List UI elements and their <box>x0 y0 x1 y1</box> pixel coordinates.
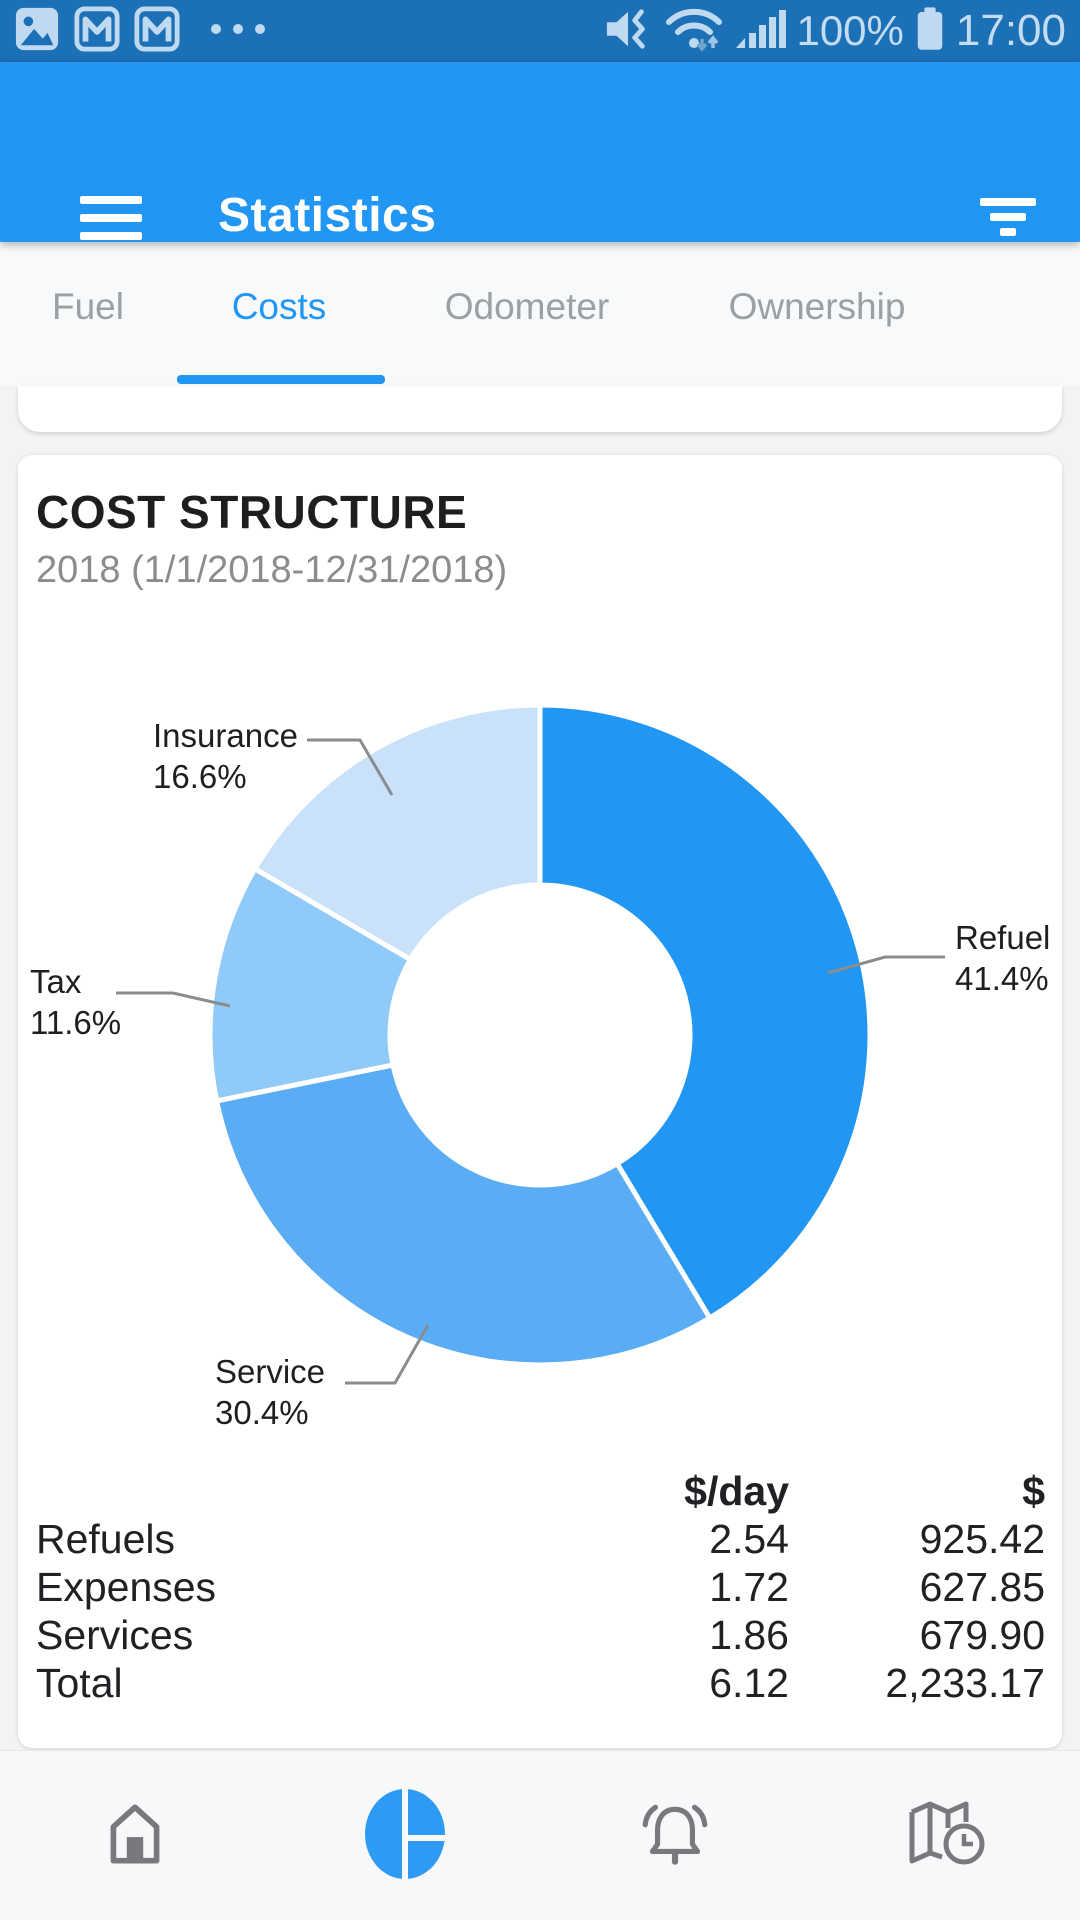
donut-slice-refuel <box>537 702 873 1322</box>
more-dots-icon <box>206 19 270 44</box>
battery-percent: 100% <box>796 7 904 54</box>
battery-icon <box>914 5 946 58</box>
table-row: Expenses 1.72 627.85 <box>36 1563 1045 1610</box>
nav-reminders[interactable] <box>540 1751 810 1920</box>
bottom-navigation <box>0 1750 1080 1920</box>
donut-slice-tax <box>207 865 414 1104</box>
leader-line-tax <box>116 991 231 1008</box>
table-header-row: $/day $ <box>36 1467 1045 1515</box>
gmail-icon <box>134 5 180 57</box>
photo-icon <box>14 6 60 57</box>
gmail-icon <box>74 5 120 57</box>
slice-label-tax: Tax 11.6% <box>30 963 122 1041</box>
nav-home[interactable] <box>0 1751 270 1920</box>
table-row-total: Total 6.12 2,233.17 <box>36 1659 1045 1706</box>
col-header-total: $ <box>1022 1467 1045 1514</box>
tab-bar: Fuel Costs Odometer Ownership <box>0 242 1080 386</box>
col-header-per-day: $/day <box>684 1467 789 1514</box>
leader-line-refuel <box>827 955 945 975</box>
map-clock-icon <box>902 1795 988 1878</box>
donut-slice-insurance <box>251 702 543 963</box>
tab-odometer[interactable]: Odometer <box>444 286 610 327</box>
leader-line-insurance <box>307 738 394 796</box>
leader-line-service <box>345 1324 430 1385</box>
page-title: Statistics <box>218 189 437 242</box>
slice-label-insurance: Insurance 16.6% <box>153 717 298 795</box>
table-row: Refuels 2.54 925.42 <box>36 1515 1045 1562</box>
tab-ownership[interactable]: Ownership <box>728 286 906 327</box>
donut-chart[interactable] <box>18 455 1062 1748</box>
status-bar: 100% 17:00 <box>0 0 1080 62</box>
nav-statistics[interactable] <box>270 1751 540 1920</box>
cost-summary-table: $/day $ Refuels 2.54 925.42 Expenses 1.7… <box>36 1467 1045 1707</box>
tab-costs[interactable]: Costs <box>231 286 327 327</box>
slice-label-service: Service 30.4% <box>215 1353 326 1431</box>
signal-icon <box>734 6 787 57</box>
donut-slice-service <box>213 1062 714 1368</box>
table-row: Services 1.86 679.90 <box>36 1611 1045 1658</box>
bell-icon <box>636 1795 714 1878</box>
app-bar: Statistics <box>0 62 1080 242</box>
menu-icon[interactable] <box>80 196 142 242</box>
notification-icons <box>14 5 270 57</box>
slice-label-refuel: Refuel 41.4% <box>955 919 1051 997</box>
card-title: COST STRUCTURE <box>36 486 468 538</box>
card-subtitle: 2018 (1/1/2018-12/31/2018) <box>36 549 508 591</box>
tab-indicator <box>177 375 385 384</box>
previous-card-edge <box>18 386 1062 432</box>
wifi-icon <box>664 5 724 58</box>
nav-map[interactable] <box>810 1751 1080 1920</box>
cost-structure-card: COST STRUCTURE 2018 (1/1/2018-12/31/2018… <box>18 455 1062 1748</box>
pie-chart-icon <box>362 1787 448 1885</box>
clock-text: 17:00 <box>955 6 1066 55</box>
home-icon <box>98 1797 172 1876</box>
tab-fuel[interactable]: Fuel <box>52 286 124 327</box>
filter-icon[interactable] <box>980 198 1036 242</box>
mute-vibrate-icon <box>602 6 654 57</box>
